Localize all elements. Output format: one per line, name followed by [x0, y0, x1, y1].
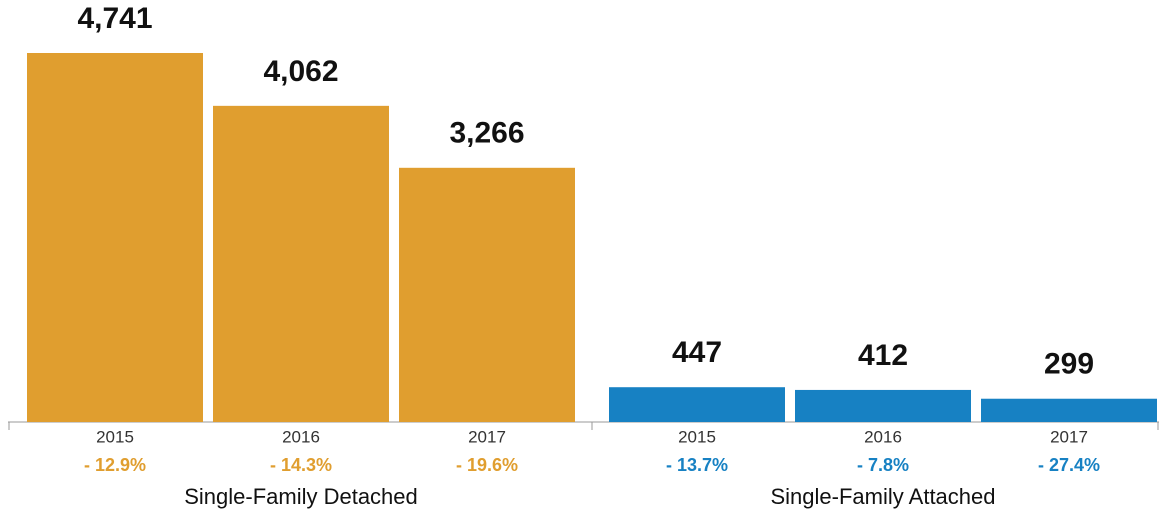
x-tick-label: 2017 — [468, 427, 506, 446]
bar — [213, 105, 389, 422]
x-tick-label: 2015 — [96, 427, 134, 446]
x-tick-label: 2015 — [678, 427, 716, 446]
change-label: - 27.4% — [1038, 455, 1100, 475]
value-label: 412 — [858, 339, 908, 372]
bar — [609, 387, 785, 422]
value-label: 299 — [1044, 348, 1094, 381]
x-tick-label: 2016 — [282, 427, 320, 446]
bar — [399, 167, 575, 422]
bar — [27, 53, 203, 422]
value-label: 4,741 — [77, 2, 152, 35]
value-label: 3,266 — [449, 117, 524, 150]
x-tick-label: 2016 — [864, 427, 902, 446]
group-label: Single-Family Attached — [771, 484, 996, 509]
change-label: - 14.3% — [270, 455, 332, 475]
x-tick-label: 2017 — [1050, 427, 1088, 446]
change-label: - 19.6% — [456, 455, 518, 475]
bar — [981, 398, 1157, 422]
change-label: - 13.7% — [666, 455, 728, 475]
value-label: 447 — [672, 336, 722, 369]
bar — [795, 389, 971, 422]
group-label: Single-Family Detached — [184, 484, 418, 509]
change-label: - 7.8% — [857, 455, 909, 475]
value-label: 4,062 — [263, 55, 338, 88]
change-label: - 12.9% — [84, 455, 146, 475]
